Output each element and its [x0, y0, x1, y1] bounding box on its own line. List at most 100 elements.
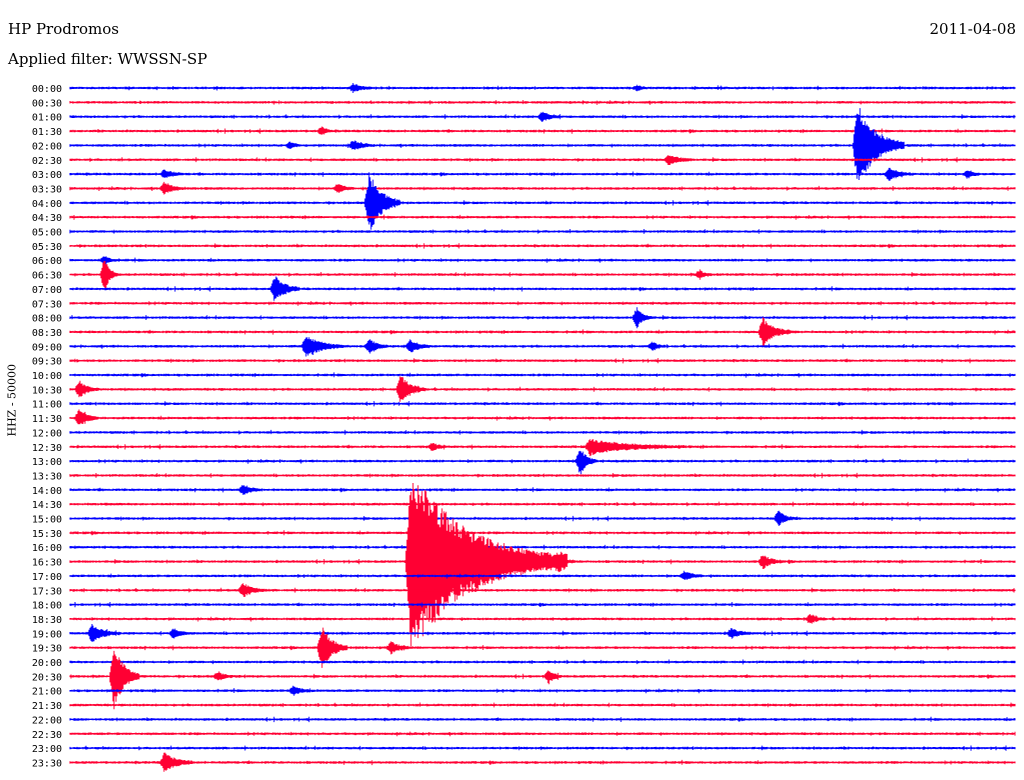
- row-time-label: 01:00: [32, 113, 62, 124]
- row-time-label: 19:00: [32, 629, 62, 640]
- trace-line: [69, 126, 1016, 135]
- row-time-label: 07:30: [32, 299, 62, 310]
- trace-line: [69, 358, 1016, 364]
- trace-row-0330: 03:30: [32, 181, 1016, 195]
- trace-row-0800: 08:00: [32, 307, 1016, 329]
- row-time-label: 16:00: [32, 543, 62, 554]
- trace-line: [69, 485, 1016, 495]
- trace-row-1400: 14:00: [32, 485, 1016, 497]
- trace-line: [69, 276, 1016, 301]
- trace-row-1530: 15:30: [32, 529, 1016, 540]
- row-time-label: 01:30: [32, 127, 62, 138]
- row-time-label: 15:00: [32, 515, 62, 526]
- trace-row-0600: 06:00: [32, 256, 1016, 267]
- trace-row-1330: 13:30: [32, 471, 1016, 482]
- trace-row-1500: 15:00: [32, 510, 1016, 526]
- row-time-label: 21:00: [32, 687, 62, 698]
- trace-row-1430: 14:30: [32, 500, 1016, 511]
- trace-row-0930: 09:30: [32, 357, 1016, 368]
- trace-row-1700: 17:00: [32, 570, 1016, 583]
- row-time-label: 22:30: [32, 730, 62, 741]
- row-time-label: 14:30: [32, 500, 62, 511]
- trace-row-0100: 01:00: [32, 111, 1016, 124]
- trace-line: [69, 501, 1016, 507]
- row-time-label: 02:30: [32, 156, 62, 167]
- trace-row-0430: 04:30: [32, 213, 1016, 224]
- trace-line: [69, 172, 1016, 230]
- row-time-label: 19:30: [32, 644, 62, 655]
- row-time-label: 10:30: [32, 385, 62, 396]
- row-time-label: 12:00: [32, 428, 62, 439]
- trace-line: [69, 429, 1016, 435]
- row-time-label: 23:30: [32, 758, 62, 769]
- trace-row-0000: 00:00: [32, 83, 1016, 95]
- trace-row-1030: 10:30: [32, 376, 1016, 402]
- trace-line: [69, 301, 1016, 306]
- row-time-label: 03:00: [32, 170, 62, 181]
- row-time-label: 13:00: [32, 457, 62, 468]
- trace-line: [69, 181, 1016, 195]
- row-time-label: 20:00: [32, 658, 62, 669]
- trace-line: [69, 167, 1016, 181]
- row-time-label: 21:30: [32, 701, 62, 712]
- trace-row-0830: 08:30: [32, 317, 1016, 348]
- trace-row-1300: 13:00: [32, 450, 1016, 475]
- trace-line: [69, 624, 1016, 642]
- trace-row-2230: 22:30: [32, 730, 1016, 741]
- trace-line: [69, 376, 1016, 402]
- trace-line: [69, 372, 1016, 378]
- trace-line: [69, 307, 1016, 329]
- trace-row-1830: 18:30: [32, 614, 1016, 626]
- trace-row-2130: 21:30: [32, 701, 1016, 712]
- trace-line: [69, 510, 1016, 526]
- trace-line: [69, 472, 1016, 479]
- trace-row-0200: 02:00: [32, 108, 1016, 180]
- trace-row-1630: 16:30: [32, 483, 1016, 647]
- trace-line: [69, 659, 1016, 665]
- row-time-label: 22:00: [32, 715, 62, 726]
- trace-row-2200: 22:00: [32, 715, 1016, 726]
- trace-row-1100: 11:00: [32, 400, 1016, 411]
- trace-row-1930: 19:30: [32, 627, 1016, 668]
- row-time-label: 03:30: [32, 184, 62, 195]
- trace-row-2030: 20:30: [32, 650, 1016, 710]
- station-title: HP Prodromos: [8, 20, 119, 38]
- trace-row-1800: 18:00: [32, 601, 1016, 612]
- trace-line: [69, 685, 1016, 696]
- trace-row-2100: 21:00: [32, 685, 1016, 698]
- row-time-label: 07:00: [32, 285, 62, 296]
- trace-line: [69, 583, 1016, 597]
- row-time-label: 17:00: [32, 572, 62, 583]
- row-time-label: 18:00: [32, 601, 62, 612]
- trace-row-1900: 19:00: [32, 624, 1016, 642]
- trace-line: [69, 716, 1016, 723]
- trace-line: [69, 439, 1016, 457]
- row-time-label: 20:30: [32, 672, 62, 683]
- row-time-label: 15:30: [32, 529, 62, 540]
- trace-row-1730: 17:30: [32, 583, 1016, 597]
- trace-line: [69, 317, 1016, 348]
- row-time-label: 13:30: [32, 471, 62, 482]
- trace-line: [69, 337, 1016, 357]
- row-time-label: 16:30: [32, 558, 62, 569]
- trace-line: [69, 409, 1016, 425]
- trace-row-2300: 23:00: [32, 744, 1016, 755]
- trace-line: [69, 627, 1016, 668]
- trace-row-0700: 07:00: [32, 276, 1016, 301]
- trace-line: [69, 650, 1016, 710]
- trace-line: [69, 483, 1016, 647]
- trace-line: [69, 401, 1016, 407]
- row-time-label: 10:00: [32, 371, 62, 382]
- trace-row-1130: 11:30: [32, 409, 1016, 425]
- row-time-label: 00:00: [32, 84, 62, 95]
- trace-row-0630: 06:30: [32, 261, 1016, 290]
- trace-line: [69, 214, 1016, 220]
- row-time-label: 00:30: [32, 98, 62, 109]
- date-label: 2011-04-08: [929, 20, 1016, 38]
- row-time-label: 06:30: [32, 271, 62, 282]
- trace-line: [69, 243, 1016, 249]
- trace-line: [69, 752, 1016, 772]
- row-time-label: 08:30: [32, 328, 62, 339]
- row-time-label: 09:00: [32, 342, 62, 353]
